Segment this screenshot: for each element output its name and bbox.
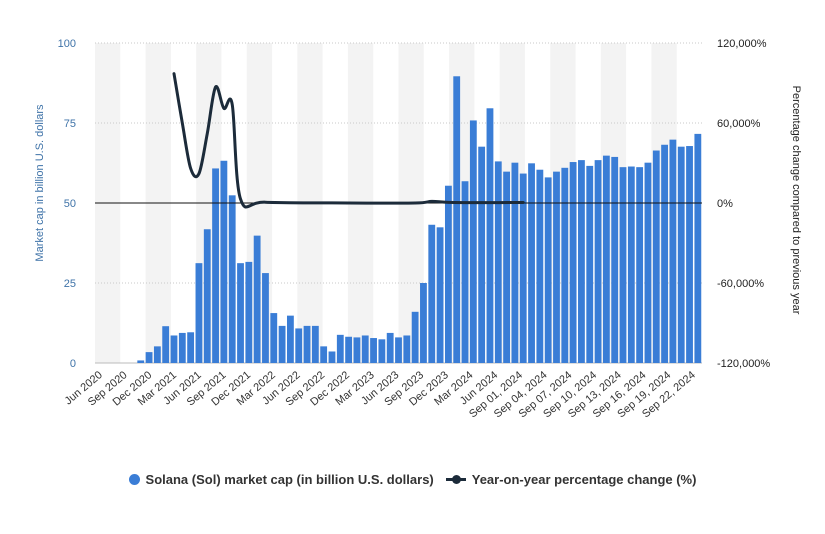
bar (311, 325, 319, 363)
bar (636, 167, 644, 363)
bar (262, 273, 269, 363)
bar (270, 313, 278, 363)
bar (511, 162, 519, 363)
bar (203, 229, 211, 363)
bar (420, 283, 427, 363)
bar (220, 160, 228, 363)
bar (436, 227, 444, 363)
legend-bar-marker (128, 474, 140, 485)
bar (403, 335, 411, 363)
bar (536, 169, 544, 363)
bar (286, 315, 294, 363)
bar (544, 177, 552, 363)
bars (137, 76, 702, 363)
bar (561, 167, 569, 363)
bar (553, 171, 560, 363)
bar (187, 332, 195, 363)
bar (627, 166, 635, 363)
y2-tick-label: -60,000% (717, 278, 764, 290)
bar (328, 351, 336, 363)
legend-item-yoy[interactable]: Year-on-year percentage change (%) (445, 472, 697, 487)
bar (253, 235, 261, 363)
y-tick-label: 50 (64, 198, 76, 210)
y2-tick-label: 0% (717, 198, 733, 210)
bar (153, 346, 161, 363)
bar (686, 146, 693, 363)
bar (178, 332, 186, 363)
y-tick-label: 100 (58, 38, 76, 50)
legend: Solana (Sol) market cap (in billion U.S.… (0, 472, 825, 487)
bar (503, 171, 511, 363)
bar (320, 346, 328, 363)
bar (386, 332, 394, 363)
bar (652, 150, 660, 363)
bar (303, 325, 311, 363)
bar (395, 337, 402, 363)
right-axis-ticks: -120,000% -60,000% 0% 60,000% 120,000% (717, 38, 770, 370)
bar (478, 146, 486, 363)
y-tick-label: 0 (70, 358, 76, 370)
y-tick-label: 75 (64, 118, 76, 130)
bar (677, 146, 685, 363)
y2-tick-label: 60,000% (717, 118, 761, 130)
bar (453, 76, 461, 363)
bar (195, 263, 203, 363)
bar (461, 181, 469, 363)
bar (278, 325, 286, 363)
yoy-line (172, 72, 525, 209)
bar (594, 160, 602, 363)
y-tick-label: 25 (64, 278, 76, 290)
legend-label-market-cap: Solana (Sol) market cap (in billion U.S.… (145, 472, 434, 487)
bar (486, 108, 494, 363)
bar (137, 360, 145, 363)
bar (228, 195, 236, 363)
legend-label-yoy: Year-on-year percentage change (%) (471, 472, 697, 487)
bar (586, 165, 594, 363)
right-axis-title: Percentage change compared to previous y… (790, 86, 802, 315)
bar (345, 336, 353, 363)
bar (361, 335, 369, 363)
bar (578, 160, 585, 363)
bar (619, 167, 627, 363)
bar (602, 155, 610, 363)
bar (444, 185, 452, 363)
bar (162, 326, 170, 363)
bar (295, 328, 303, 363)
bar (353, 337, 361, 363)
legend-line-marker (445, 475, 466, 484)
y2-tick-label: 120,000% (717, 38, 767, 50)
bar (569, 162, 577, 363)
left-axis-ticks: 0 25 50 75 100 (58, 38, 76, 370)
bar (170, 335, 178, 363)
bar (519, 173, 527, 363)
bar (669, 139, 677, 363)
bar (378, 339, 386, 363)
bar (237, 263, 244, 363)
bar (411, 311, 419, 363)
bar (694, 133, 702, 363)
bar (145, 352, 153, 363)
bar (494, 161, 502, 363)
bar (528, 163, 535, 363)
bar (611, 156, 619, 363)
bar (428, 224, 436, 363)
bar (469, 120, 477, 363)
bar (336, 334, 344, 363)
bar (661, 144, 668, 363)
bar (212, 168, 219, 363)
left-axis-title: Market cap in billion U.S. dollars (34, 104, 46, 262)
legend-item-market-cap[interactable]: Solana (Sol) market cap (in billion U.S.… (128, 472, 434, 487)
bar (644, 162, 652, 363)
bar (370, 338, 377, 363)
y2-tick-label: -120,000% (717, 358, 770, 370)
bar (245, 261, 253, 363)
